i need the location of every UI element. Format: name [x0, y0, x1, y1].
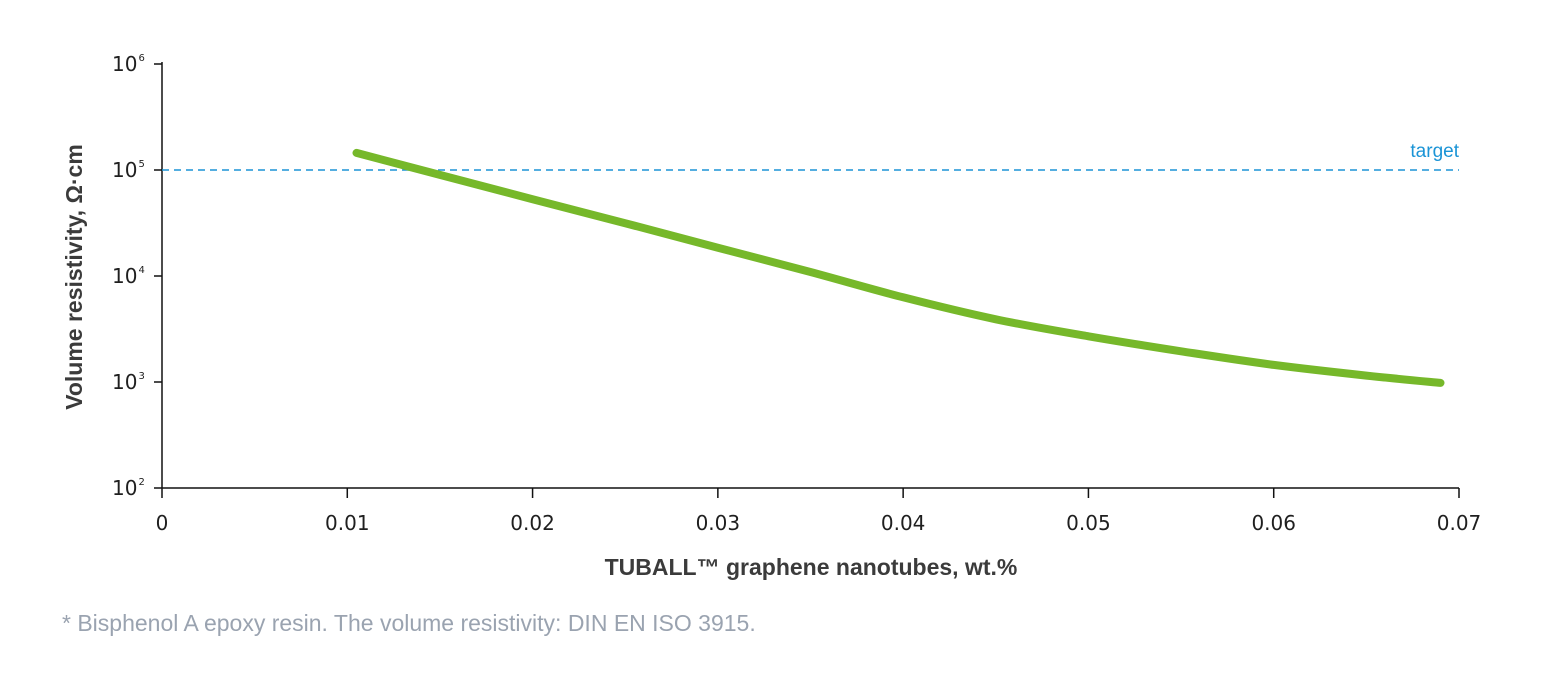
- series-group: [352, 148, 1445, 387]
- x-tick-label: 0.02: [510, 511, 555, 535]
- y-tick-label: 103: [112, 370, 145, 394]
- x-tick-label: 0.07: [1437, 511, 1482, 535]
- x-tick-label: 0.05: [1066, 511, 1111, 535]
- y-tick-base: 10: [112, 52, 137, 76]
- axes: [161, 62, 1459, 489]
- x-tick-label: 0.01: [325, 511, 370, 535]
- x-axis-ticks: 0 0.01 0.02 0.03 0.04 0.05 0.06 0.07: [156, 488, 1482, 535]
- y-tick-exponent: 6: [138, 53, 144, 64]
- y-tick-label: 104: [112, 264, 145, 288]
- y-tick-base: 10: [112, 476, 137, 500]
- y-tick-label: 102: [112, 476, 145, 500]
- series-line-0: [352, 148, 1445, 387]
- target-label: target: [1410, 141, 1459, 162]
- y-tick-base: 10: [112, 264, 137, 288]
- x-tick-label: 0.04: [881, 511, 926, 535]
- y-tick-base: 10: [112, 158, 137, 182]
- footnote: * Bisphenol A epoxy resin. The volume re…: [62, 610, 756, 636]
- y-tick-label: 106: [112, 52, 145, 76]
- x-tick-label: 0.06: [1251, 511, 1296, 535]
- y-tick-exponent: 4: [138, 265, 144, 276]
- y-tick-exponent: 3: [138, 371, 144, 382]
- y-tick-exponent: 5: [138, 159, 144, 170]
- y-tick-base: 10: [112, 370, 137, 394]
- x-tick-label: 0: [156, 511, 169, 535]
- x-axis-title: TUBALL™ graphene nanotubes, wt.%: [605, 554, 1018, 580]
- y-tick-exponent: 2: [138, 477, 144, 488]
- target-reference-group: target: [162, 141, 1460, 171]
- x-tick-label: 0.03: [696, 511, 741, 535]
- y-tick-label: 105: [112, 158, 145, 182]
- y-axis-title: Volume resistivity, Ω·cm: [61, 144, 87, 410]
